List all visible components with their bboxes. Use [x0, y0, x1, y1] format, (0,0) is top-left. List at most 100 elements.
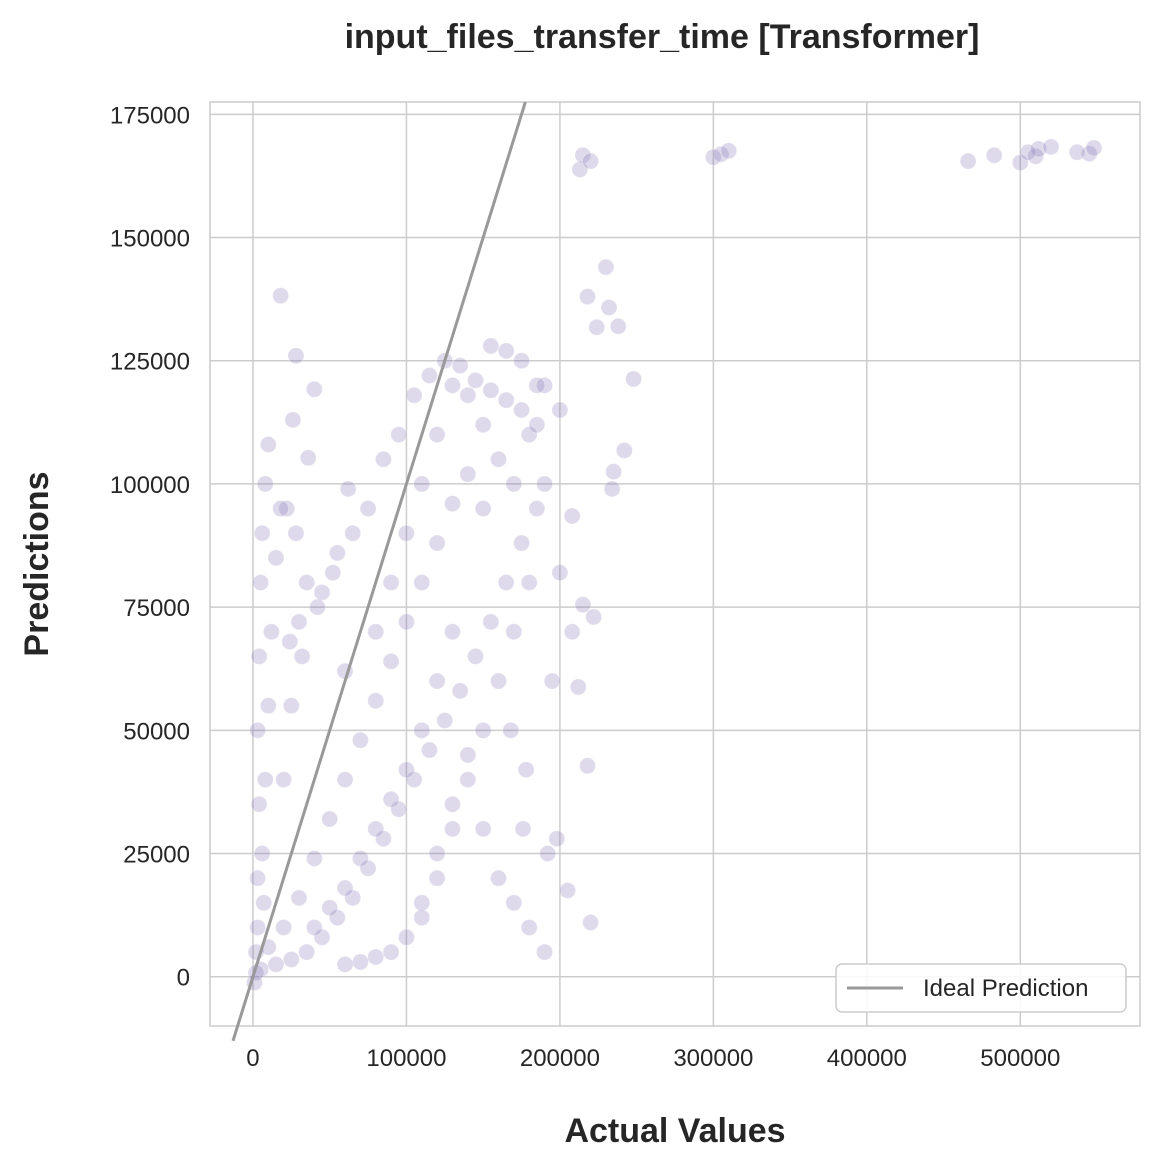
- y-tick-label: 150000: [110, 226, 190, 253]
- scatter-point: [579, 757, 597, 775]
- scatter-point: [428, 672, 446, 690]
- scatter-point: [474, 820, 492, 838]
- scatter-point: [528, 500, 546, 518]
- scatter-point: [249, 869, 267, 887]
- scatter-point: [520, 426, 538, 444]
- scatter-point: [336, 955, 354, 973]
- scatter-point: [1068, 143, 1086, 161]
- scatter-point: [282, 950, 300, 968]
- scatter-point: [367, 623, 385, 641]
- scatter-point: [420, 367, 438, 385]
- scatter-point: [267, 955, 285, 973]
- scatter-point: [413, 475, 431, 493]
- scatter-point: [571, 161, 589, 179]
- scatter-point: [490, 672, 508, 690]
- scatter-point: [597, 258, 615, 276]
- x-tick-label: 0: [246, 1045, 259, 1072]
- scatter-point: [704, 148, 722, 166]
- scatter-point: [259, 697, 277, 715]
- scatter-point: [290, 889, 308, 907]
- x-tick-label: 300000: [673, 1045, 753, 1072]
- scatter-point: [405, 771, 423, 789]
- scatter-point: [249, 721, 267, 739]
- scatter-point: [382, 790, 400, 808]
- scatter-point: [428, 845, 446, 863]
- scatter-point: [259, 435, 277, 453]
- scatter-point: [563, 507, 581, 525]
- x-tick-label: 200000: [520, 1045, 600, 1072]
- scatter-point: [443, 795, 461, 813]
- scatter-point: [443, 623, 461, 641]
- scatter-point: [474, 500, 492, 518]
- scatter-point: [328, 909, 346, 927]
- scatter-point: [324, 564, 342, 582]
- scatter-point: [413, 909, 431, 927]
- scatter-point: [959, 152, 977, 170]
- scatter-point: [305, 849, 323, 867]
- scatter-point: [451, 357, 469, 375]
- scatter-point: [1030, 140, 1048, 158]
- legend-box: [835, 963, 1127, 1013]
- scatter-point: [351, 849, 369, 867]
- scatter-point: [374, 830, 392, 848]
- x-tick-label: 400000: [827, 1045, 907, 1072]
- x-axis-ticks: 0 100000 200000 300000 400000 500000: [246, 1045, 1060, 1072]
- x-axis-label: Actual Values: [564, 1112, 785, 1150]
- y-tick-label: 125000: [110, 349, 190, 376]
- scatter-point: [397, 524, 415, 542]
- scatter-point: [505, 623, 523, 641]
- scatter-point: [574, 146, 592, 164]
- scatter-point: [528, 376, 546, 394]
- scatter-point: [505, 894, 523, 912]
- scatter-point: [374, 450, 392, 468]
- scatter-point: [625, 370, 643, 388]
- scatter-point: [482, 613, 500, 631]
- scatter-point: [1080, 145, 1098, 163]
- y-tick-label: 0: [177, 965, 190, 992]
- scatter-point: [252, 573, 270, 591]
- scatter-point: [520, 918, 538, 936]
- scatter-point: [520, 573, 538, 591]
- scatter-point: [344, 524, 362, 542]
- scatter-point: [1042, 138, 1060, 156]
- scatter-point: [443, 495, 461, 513]
- scatter-point: [390, 800, 408, 818]
- scatter-point: [321, 810, 339, 828]
- scatter-point: [420, 741, 438, 759]
- scatter-point: [474, 416, 492, 434]
- scatter-point: [253, 524, 271, 542]
- scatter-point: [490, 869, 508, 887]
- scatter-point: [413, 721, 431, 739]
- scatter-point: [272, 500, 290, 518]
- scatter-point: [466, 647, 484, 665]
- scatter-point: [287, 524, 305, 542]
- x-tick-label: 500000: [980, 1045, 1060, 1072]
- scatter-point: [336, 879, 354, 897]
- scatter-point: [344, 889, 362, 907]
- y-tick-label: 50000: [123, 718, 190, 745]
- scatter-point: [328, 544, 346, 562]
- scatter-point: [482, 381, 500, 399]
- scatter-point: [305, 918, 323, 936]
- scatter-point: [543, 672, 561, 690]
- scatter-point: [299, 449, 317, 467]
- scatter-point: [497, 573, 515, 591]
- scatter-point: [397, 761, 415, 779]
- scatter-point: [275, 918, 293, 936]
- scatter-point: [985, 146, 1003, 164]
- scatter-point: [351, 953, 369, 971]
- scatter-point: [397, 928, 415, 946]
- scatter-point: [367, 948, 385, 966]
- scatter-point: [382, 652, 400, 670]
- scatter-point: [548, 830, 566, 848]
- scatter-point: [1019, 143, 1037, 161]
- scatter-point: [256, 475, 274, 493]
- scatter-point: [359, 859, 377, 877]
- scatter-point: [517, 761, 535, 779]
- scatter-point: [712, 145, 730, 163]
- scatter-point: [275, 771, 293, 789]
- scatter-point: [451, 682, 469, 700]
- scatter-point: [588, 318, 606, 336]
- scatter-point: [262, 623, 280, 641]
- scatter-point: [367, 820, 385, 838]
